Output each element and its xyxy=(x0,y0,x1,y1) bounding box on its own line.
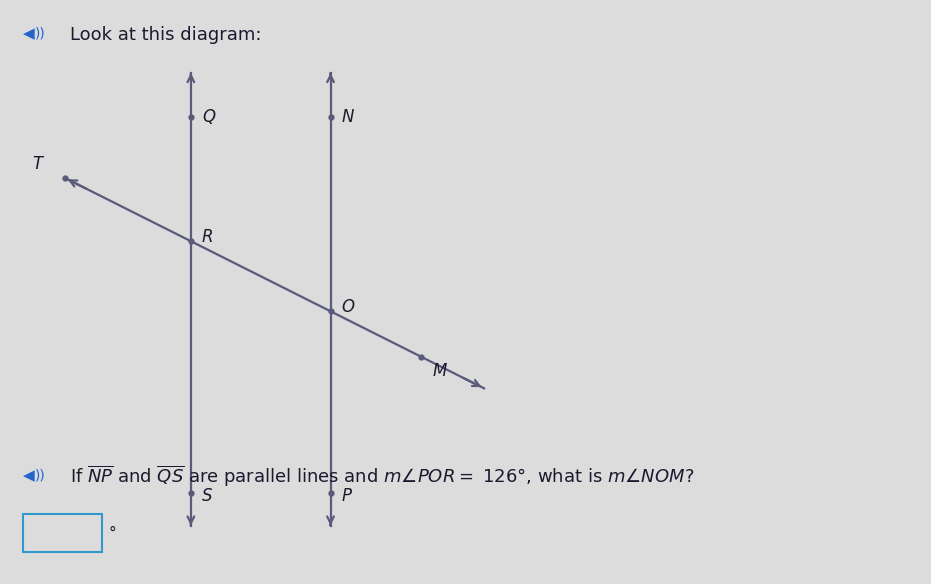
Text: O: O xyxy=(342,298,355,315)
Text: ◀: ◀ xyxy=(23,26,35,41)
Text: T: T xyxy=(33,155,43,172)
Text: S: S xyxy=(202,488,212,505)
Text: P: P xyxy=(342,488,352,505)
Text: )): )) xyxy=(35,26,47,40)
Text: Q: Q xyxy=(202,108,215,126)
Text: R: R xyxy=(202,228,213,245)
Text: M: M xyxy=(432,363,447,380)
FancyBboxPatch shape xyxy=(23,514,102,552)
Text: )): )) xyxy=(35,469,47,483)
Text: N: N xyxy=(342,108,354,126)
Text: °: ° xyxy=(109,526,116,540)
Text: ◀: ◀ xyxy=(23,468,35,484)
Text: Look at this diagram:: Look at this diagram: xyxy=(70,26,262,44)
Text: If $\overline{NP}$ and $\overline{QS}$ are parallel lines and $m\angle POR=$ 126: If $\overline{NP}$ and $\overline{QS}$ a… xyxy=(70,463,695,489)
